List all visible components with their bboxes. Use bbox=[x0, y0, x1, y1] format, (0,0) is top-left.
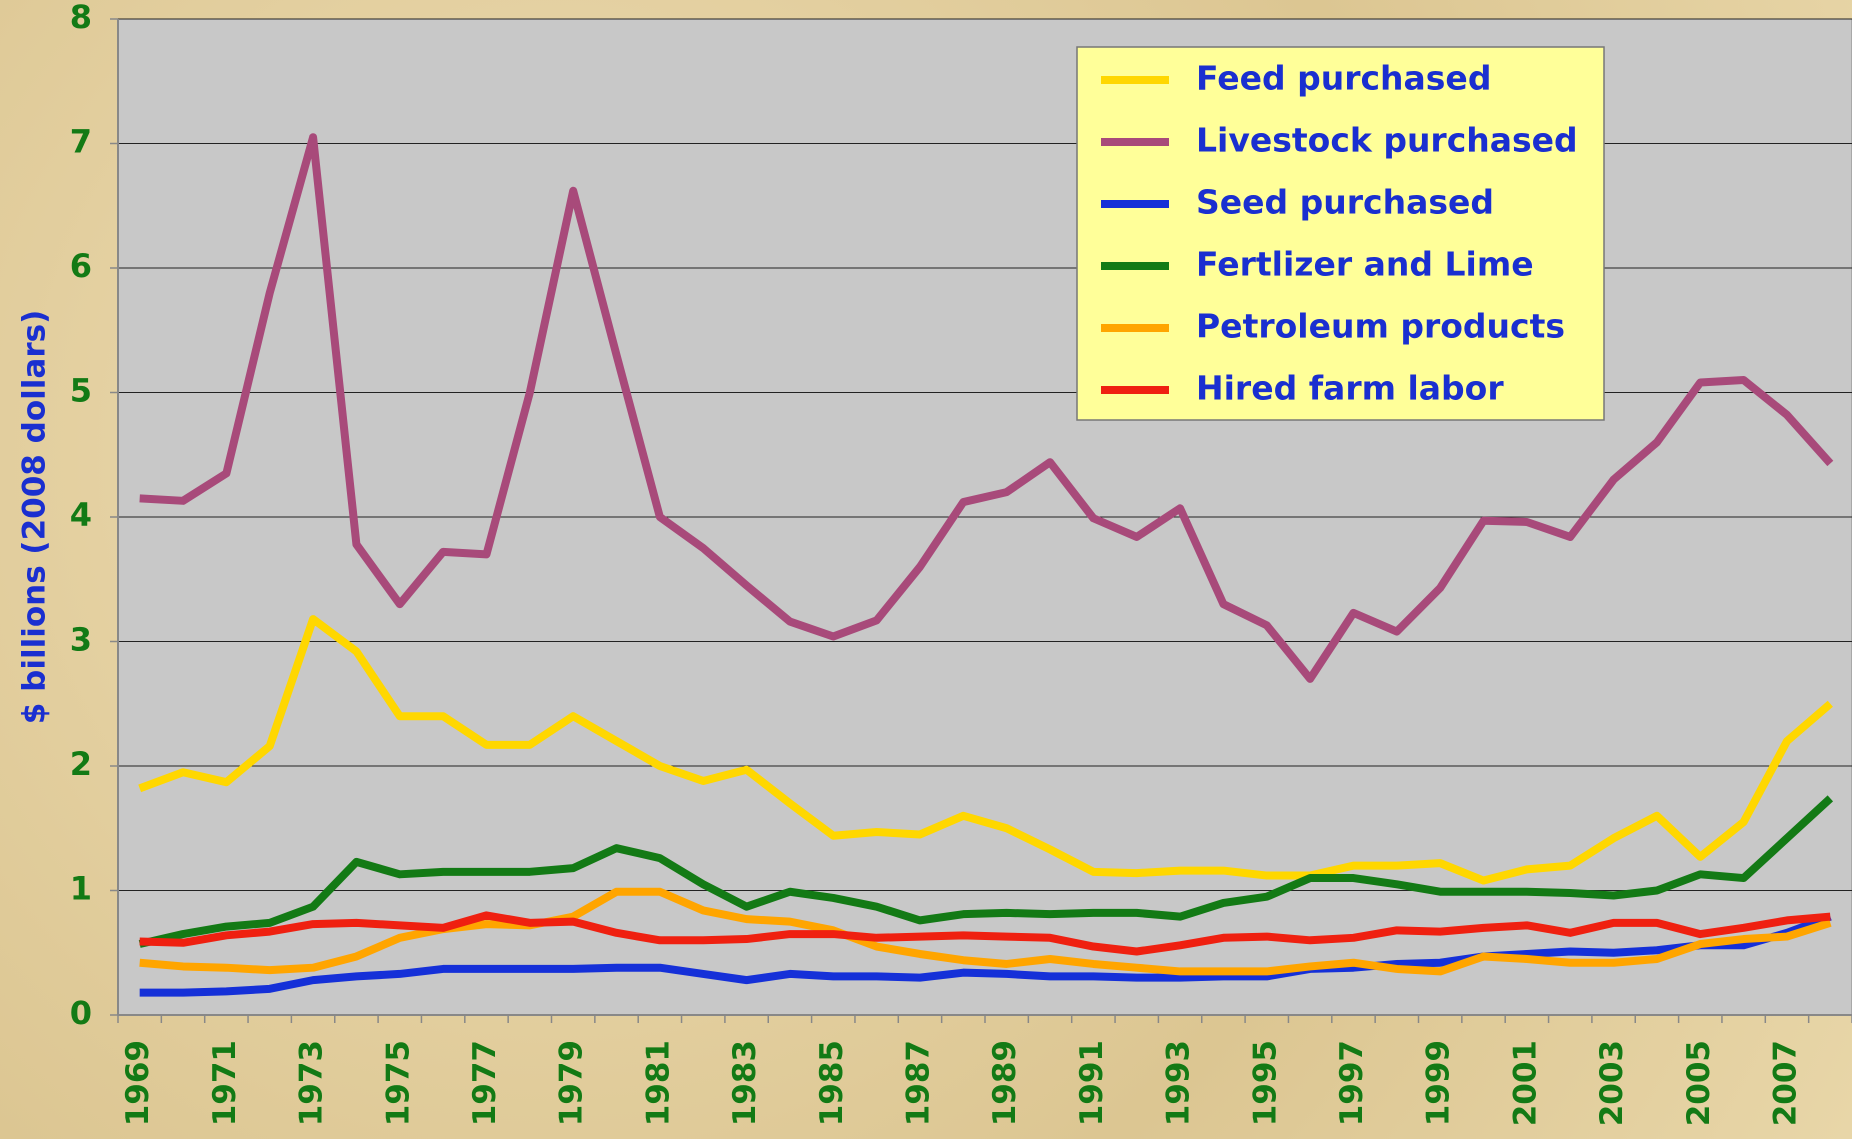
x-tick-label: 1971 bbox=[207, 1040, 243, 1126]
legend-label: Fertlizer and Lime bbox=[1196, 245, 1534, 284]
x-tick-label: 1991 bbox=[1074, 1040, 1110, 1126]
y-tick-label: 8 bbox=[70, 0, 92, 36]
x-tick-label: 1999 bbox=[1421, 1040, 1457, 1126]
legend-label: Petroleum products bbox=[1196, 307, 1565, 346]
x-tick-label: 1977 bbox=[467, 1040, 503, 1126]
y-tick-label: 3 bbox=[70, 621, 92, 659]
series-line bbox=[139, 912, 1832, 997]
x-tick-label: 2003 bbox=[1594, 1040, 1630, 1126]
x-tick-label: 2005 bbox=[1681, 1040, 1717, 1126]
y-tick-label: 7 bbox=[70, 123, 92, 161]
y-tick-label: 6 bbox=[70, 247, 92, 285]
y-axis-label: $ billions (2008 dollars) bbox=[17, 310, 53, 724]
x-tick-label: 1997 bbox=[1334, 1040, 1370, 1126]
x-tick-label: 1985 bbox=[814, 1040, 850, 1126]
x-tick-label: 1979 bbox=[554, 1040, 590, 1126]
series-line bbox=[138, 615, 1833, 885]
legend-label: Seed purchased bbox=[1196, 183, 1494, 222]
series-line bbox=[139, 887, 1832, 976]
y-tick-label: 2 bbox=[70, 745, 92, 783]
series-line bbox=[139, 911, 1831, 956]
x-tick-label: 1989 bbox=[987, 1040, 1023, 1126]
x-tick-label: 1981 bbox=[640, 1040, 676, 1126]
legend-label: Feed purchased bbox=[1196, 59, 1491, 98]
x-tick-label: 2001 bbox=[1507, 1040, 1543, 1126]
x-tick-label: 1973 bbox=[294, 1040, 330, 1126]
x-tick-label: 1993 bbox=[1161, 1040, 1197, 1126]
x-tick-label: 1995 bbox=[1247, 1040, 1283, 1126]
x-tick-label: 1983 bbox=[727, 1040, 763, 1126]
legend-label: Hired farm labor bbox=[1196, 369, 1504, 408]
y-tick-label: 5 bbox=[70, 372, 92, 410]
legend-label: Livestock purchased bbox=[1196, 121, 1578, 160]
series-line bbox=[138, 795, 1834, 948]
y-tick-label: 1 bbox=[70, 870, 92, 908]
legend-box bbox=[1076, 46, 1605, 421]
x-tick-label: 1969 bbox=[120, 1040, 156, 1126]
x-tick-label: 2007 bbox=[1767, 1040, 1803, 1126]
x-tick-label: 1975 bbox=[380, 1040, 416, 1126]
x-tick-label: 1987 bbox=[900, 1040, 936, 1126]
series-line bbox=[139, 133, 1834, 683]
y-tick-label: 0 bbox=[70, 994, 92, 1032]
y-tick-label: 4 bbox=[70, 496, 92, 534]
